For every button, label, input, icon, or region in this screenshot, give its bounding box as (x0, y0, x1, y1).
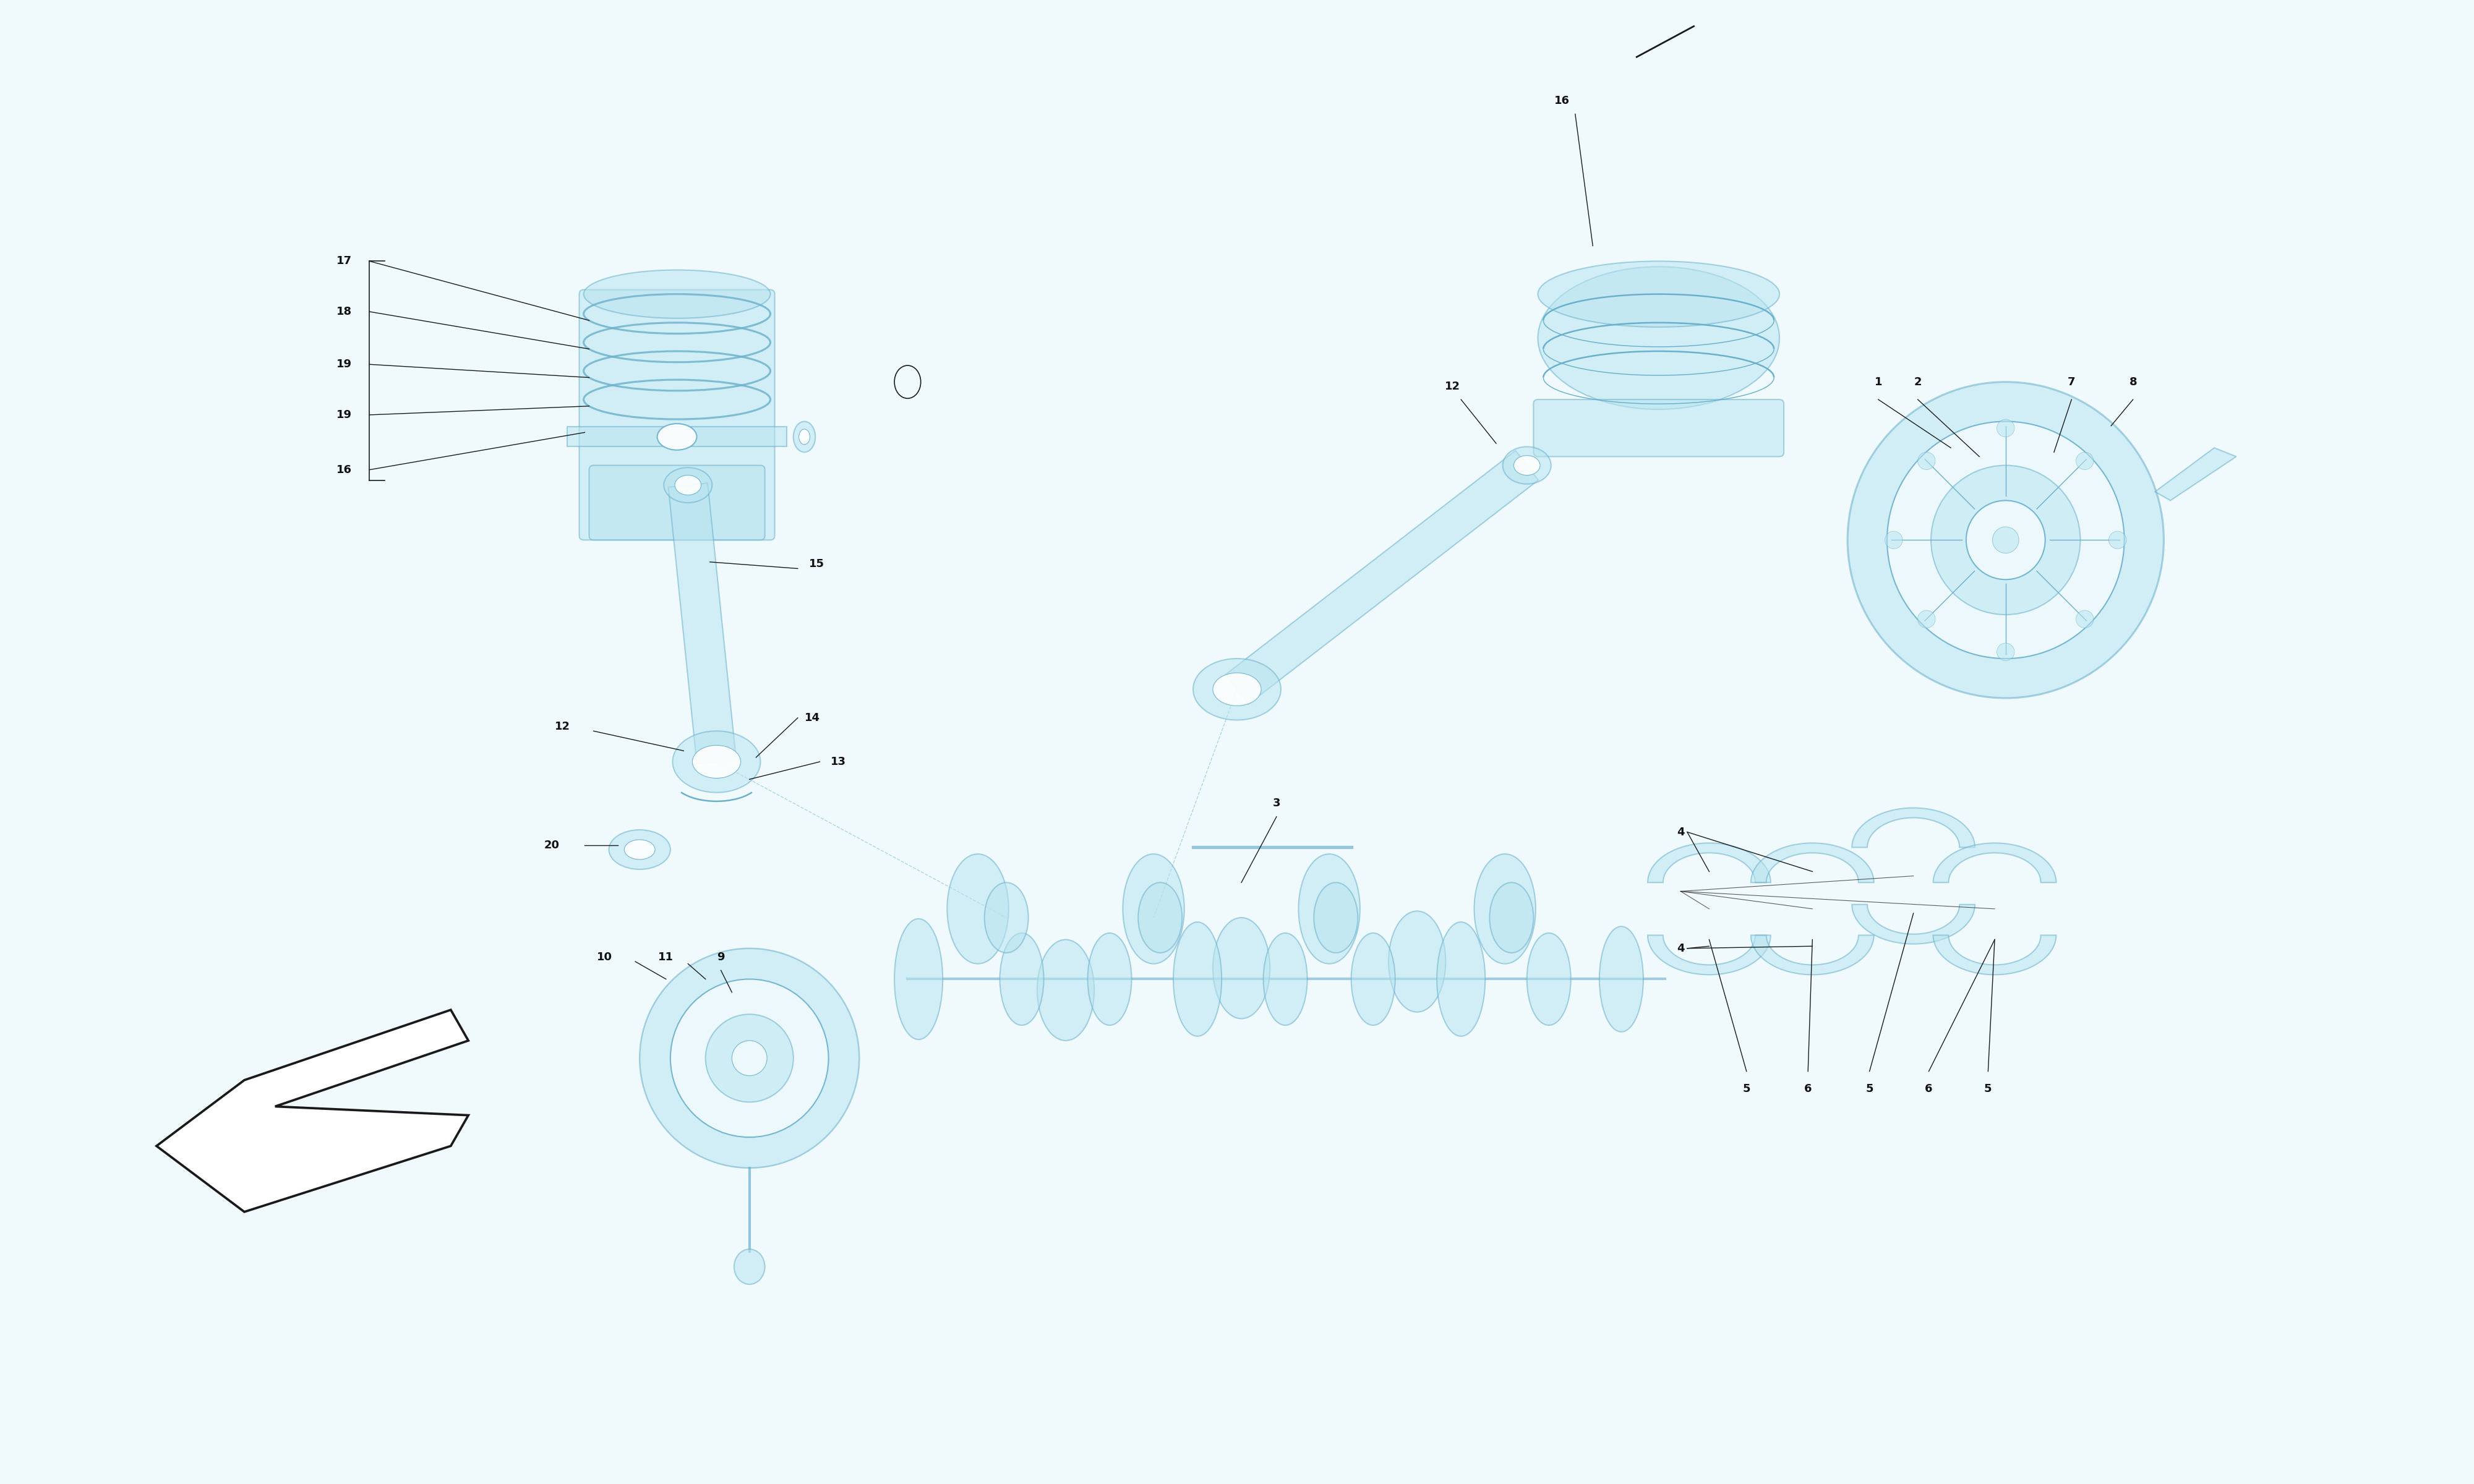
Circle shape (670, 979, 829, 1137)
Circle shape (2076, 453, 2093, 469)
Circle shape (2108, 531, 2125, 549)
Ellipse shape (609, 830, 670, 870)
Text: 4: 4 (1677, 827, 1685, 837)
Text: 15: 15 (809, 558, 824, 570)
Circle shape (1885, 531, 1903, 549)
Text: 5: 5 (1984, 1083, 1992, 1095)
Text: 20: 20 (544, 840, 559, 850)
Ellipse shape (794, 421, 816, 453)
Text: 12: 12 (554, 721, 571, 732)
Circle shape (705, 1014, 794, 1103)
Circle shape (1917, 610, 1935, 628)
Ellipse shape (1539, 261, 1779, 326)
Polygon shape (1752, 935, 1873, 975)
Ellipse shape (1514, 456, 1541, 475)
Ellipse shape (1089, 933, 1131, 1025)
Polygon shape (1932, 935, 2056, 975)
Text: 5: 5 (1865, 1083, 1873, 1095)
Text: 13: 13 (831, 757, 846, 767)
Text: 12: 12 (1445, 381, 1460, 392)
Polygon shape (1648, 935, 1771, 975)
Text: 6: 6 (1804, 1083, 1811, 1095)
Ellipse shape (1539, 267, 1779, 410)
Ellipse shape (673, 732, 760, 792)
Ellipse shape (623, 840, 656, 859)
Ellipse shape (675, 475, 700, 496)
Ellipse shape (1123, 853, 1185, 963)
Ellipse shape (1138, 883, 1183, 953)
Text: 2: 2 (1915, 377, 1922, 387)
Text: 16: 16 (336, 464, 351, 475)
Ellipse shape (735, 1250, 764, 1284)
Ellipse shape (1475, 853, 1536, 963)
Circle shape (641, 948, 858, 1168)
Ellipse shape (1264, 933, 1306, 1025)
Circle shape (1917, 453, 1935, 469)
Text: 19: 19 (336, 359, 351, 370)
Text: 6: 6 (1925, 1083, 1932, 1095)
Text: 5: 5 (1742, 1083, 1752, 1095)
Text: 7: 7 (2068, 377, 2076, 387)
Ellipse shape (1526, 933, 1571, 1025)
Text: 10: 10 (596, 951, 611, 963)
Text: 8: 8 (2130, 377, 2138, 387)
Ellipse shape (1502, 447, 1551, 484)
Text: 19: 19 (336, 410, 351, 420)
Polygon shape (1752, 843, 1873, 883)
Bar (567, 427, 787, 447)
Ellipse shape (1212, 917, 1269, 1018)
Circle shape (1992, 527, 2019, 554)
Circle shape (1888, 421, 2125, 659)
Text: 9: 9 (717, 951, 725, 963)
Ellipse shape (584, 270, 769, 318)
Ellipse shape (985, 883, 1029, 953)
Text: 3: 3 (1272, 798, 1282, 809)
FancyBboxPatch shape (1534, 399, 1784, 457)
Text: 11: 11 (658, 951, 673, 963)
Circle shape (1967, 500, 2046, 580)
Ellipse shape (1489, 883, 1534, 953)
Text: 14: 14 (804, 712, 819, 723)
Ellipse shape (663, 467, 713, 503)
Ellipse shape (1388, 911, 1445, 1012)
Circle shape (1848, 381, 2165, 697)
Ellipse shape (1212, 672, 1262, 706)
Ellipse shape (1037, 939, 1094, 1040)
Ellipse shape (1598, 926, 1643, 1031)
Polygon shape (1932, 843, 2056, 883)
Text: 4: 4 (1677, 942, 1685, 954)
FancyBboxPatch shape (579, 289, 774, 540)
Polygon shape (1853, 904, 1974, 944)
Polygon shape (668, 484, 737, 764)
Ellipse shape (1314, 883, 1358, 953)
Circle shape (1932, 466, 2081, 614)
Text: 18: 18 (336, 306, 351, 318)
Text: 17: 17 (336, 255, 351, 267)
Polygon shape (2155, 448, 2236, 500)
Polygon shape (156, 1009, 468, 1212)
Polygon shape (1225, 451, 1539, 703)
Text: 16: 16 (1554, 95, 1571, 107)
Polygon shape (1648, 843, 1771, 883)
Ellipse shape (799, 429, 809, 445)
Ellipse shape (1173, 922, 1222, 1036)
Ellipse shape (896, 919, 943, 1039)
Ellipse shape (999, 933, 1044, 1025)
Polygon shape (1853, 807, 1974, 847)
Ellipse shape (1299, 853, 1361, 963)
Text: 1: 1 (1875, 377, 1883, 387)
Circle shape (2076, 610, 2093, 628)
Circle shape (732, 1040, 767, 1076)
Ellipse shape (948, 853, 1009, 963)
Ellipse shape (658, 423, 698, 450)
Circle shape (1997, 643, 2014, 660)
Ellipse shape (1437, 922, 1484, 1036)
Circle shape (1997, 420, 2014, 436)
Ellipse shape (693, 745, 740, 778)
Ellipse shape (1192, 659, 1282, 720)
FancyBboxPatch shape (589, 466, 764, 540)
Ellipse shape (1351, 933, 1395, 1025)
